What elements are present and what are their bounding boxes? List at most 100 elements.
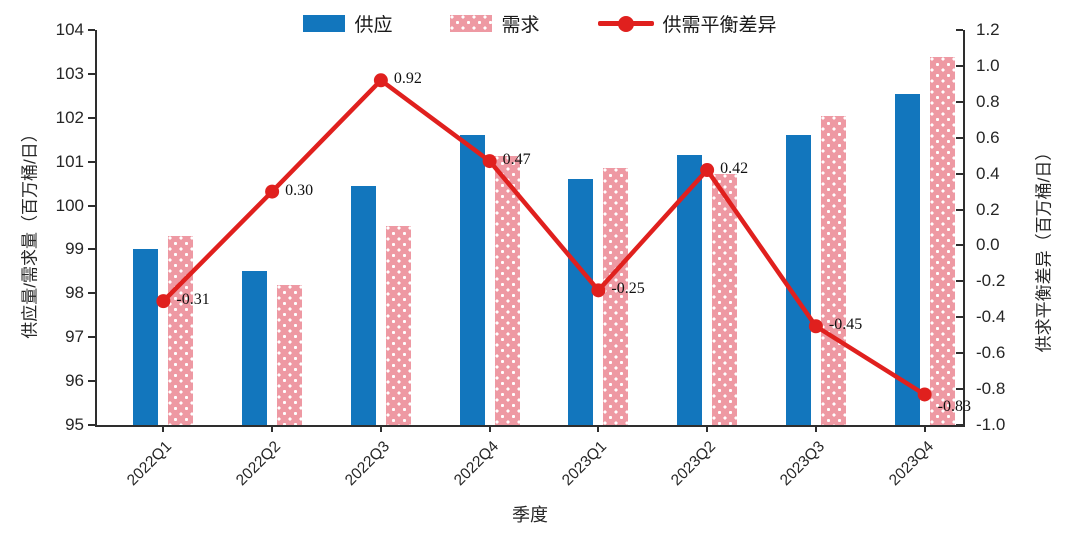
y-axis-right-tick-label: 0.0 [976,235,1000,255]
balance-line-point [591,283,606,298]
balance-point-label: 0.30 [285,181,314,199]
y-axis-left-line [95,30,97,427]
balance-point-label: -0.25 [611,280,645,298]
y-axis-left-tick [88,248,95,251]
supply-bar-swatch-icon [303,15,346,32]
y-axis-right-tick-label: -0.2 [976,271,1006,291]
y-axis-right-tick [956,388,963,391]
y-axis-left-tick-label: 102 [55,107,84,127]
y-axis-right-tick [956,244,963,247]
demand-bar [929,57,955,425]
legend-item-balance: 供需平衡差异 [597,10,777,37]
line-marker-dot-icon [617,15,634,32]
supply-bar [894,93,920,425]
y-axis-left-tick [88,160,95,163]
demand-bar [385,226,411,425]
y-axis-left-tick [88,424,95,426]
demand-bar [603,168,629,425]
legend-item-supply: 供应 [303,10,392,37]
supply-bar [350,185,376,425]
y-axis-left-tick [88,72,95,75]
y-axis-left-tick-label: 99 [65,239,84,259]
legend-label-supply: 供应 [354,15,393,36]
x-axis-tick [597,425,600,432]
supply-bar [242,271,268,425]
legend: 供应 需求 供需平衡差异 [0,10,1080,37]
y-axis-right-tick [956,208,963,211]
y-axis-right-tick [956,280,963,283]
y-axis-right-tick [956,352,963,355]
y-axis-left-tick [88,292,95,295]
y-axis-left-tick-label: 101 [55,151,84,171]
balance-line-point [482,154,497,169]
y-axis-left-tick-label: 95 [65,415,84,434]
demand-bar [168,235,194,425]
x-axis-tick [271,425,274,432]
balance-line-point [808,319,823,334]
balance-point-label: 0.47 [502,151,531,169]
y-axis-left-tick [88,380,95,383]
balance-line-point [373,73,388,88]
y-axis-left-tick [88,116,95,119]
y-axis-right-tick-label: 0.2 [976,199,1000,219]
y-axis-right-tick [956,424,963,426]
y-axis-right-tick-label: 0.6 [976,127,1000,147]
y-axis-right-tick [956,136,963,139]
x-axis-tick [379,425,382,432]
y-axis-right-tick-label: -0.6 [976,343,1006,363]
x-axis-title: 季度 [512,505,548,525]
y-axis-left-tick-label: 100 [55,195,84,215]
y-axis-left-tick [88,29,95,31]
supply-bar [785,135,811,425]
y-axis-right-tick [956,29,963,31]
y-axis-right-tick [956,316,963,319]
balance-line-point [265,184,280,199]
demand-bar-swatch-icon [450,15,493,32]
y-axis-right-tick [956,172,963,175]
supply-bar [459,135,485,425]
y-axis-right-tick-label: 0.4 [976,163,1000,183]
balance-point-label: 0.92 [393,70,422,88]
y-axis-left-tick-label: 103 [55,63,84,83]
y-axis-left-tick-label: 104 [55,20,84,39]
legend-label-balance: 供需平衡差异 [662,15,777,36]
x-axis-tick [162,425,165,432]
supply-bar [133,249,159,425]
supply-bar [568,179,594,425]
y-axis-left-tick-label: 98 [65,283,84,303]
balance-line [161,78,927,397]
y-axis-right-tick [956,100,963,103]
balance-point-label: -0.45 [828,316,863,334]
balance-point-label: 0.42 [720,160,749,178]
x-axis-line [95,425,965,427]
x-axis-tick [923,425,926,432]
y-axis-right-tick-label: -0.8 [976,379,1006,399]
y-axis-right-tick-label: 1.0 [976,55,1000,75]
y-axis-right-tick-label: 0.8 [976,91,1000,111]
x-axis-tick [814,425,817,432]
demand-bar [820,115,846,425]
legend-label-demand: 需求 [501,15,540,36]
balance-line-point [917,387,932,402]
y-axis-left-tick-label: 97 [65,327,84,347]
balance-line-point [156,294,171,309]
x-axis-tick [706,425,709,432]
demand-bar [712,173,738,425]
y-axis-right-tick-label: 1.2 [976,20,1000,39]
balance-point-label: -0.31 [176,291,210,309]
y-axis-right-tick [956,64,963,67]
y-axis-left-tick [88,204,95,207]
y-axis-right-tick-label: -0.4 [976,307,1006,327]
balance-point-label: -0.83 [937,398,971,416]
x-axis-tick [488,425,491,432]
y-axis-right-tick-label: -1.0 [976,415,1006,434]
demand-bar [277,284,303,425]
demand-bar [494,155,520,425]
legend-item-demand: 需求 [450,10,540,37]
y-axis-left-tick [88,336,95,339]
y-axis-left-tick-label: 96 [65,371,84,391]
y-axis-right-line [963,30,965,427]
line-marker-swatch-icon [597,15,654,32]
